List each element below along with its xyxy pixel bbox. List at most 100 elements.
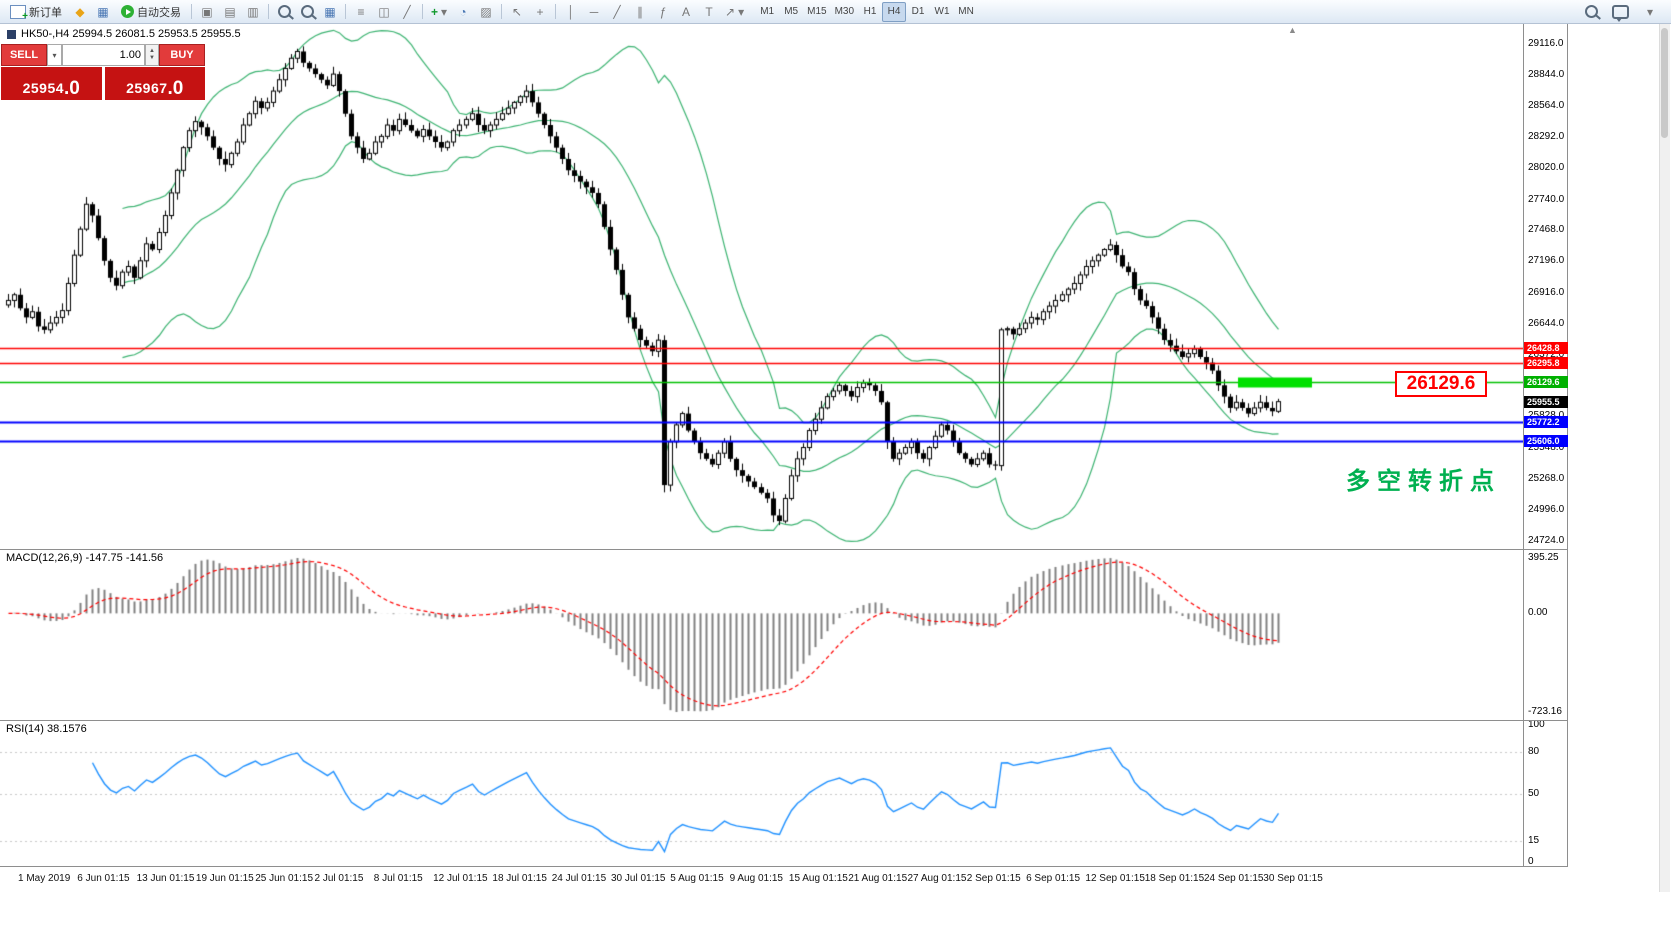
- text-tool-button[interactable]: A: [675, 2, 697, 22]
- price-axis-tick: 28292.0: [1528, 131, 1565, 143]
- indicators-add-icon: +: [431, 4, 439, 19]
- macd-panel-canvas[interactable]: [0, 550, 1523, 720]
- timeframe-d1[interactable]: D1: [906, 2, 930, 22]
- rsi-panel-canvas[interactable]: [0, 721, 1523, 866]
- timeframe-w1[interactable]: W1: [930, 2, 954, 22]
- time-axis[interactable]: 1 May 2019 6 Jun 01:15 13 Jun 01:15 19 Jun …: [0, 866, 1568, 892]
- macd-axis-label: 0.00: [1528, 607, 1548, 619]
- zoom-in-button[interactable]: [273, 2, 295, 22]
- price-callout-label[interactable]: 26129.6: [1395, 371, 1487, 397]
- toolbar-separator: [555, 4, 557, 19]
- buy-button[interactable]: BUY: [159, 44, 205, 66]
- price-axis-tick: 25548.0: [1528, 441, 1565, 453]
- tile-horizontal-icon: ▤: [224, 4, 236, 19]
- fibonacci-button[interactable]: ƒ: [652, 2, 674, 22]
- volume-stepper[interactable]: ▲ ▼: [145, 44, 159, 66]
- periods-button[interactable]: ◔: [452, 2, 474, 22]
- scrollbar-thumb[interactable]: [1661, 28, 1668, 138]
- trendline-button[interactable]: ╱: [606, 2, 628, 22]
- toolbar-separator: [501, 4, 503, 19]
- price-tag: 25772.2: [1524, 416, 1568, 429]
- line-chart-button[interactable]: ╱: [396, 2, 418, 22]
- timeframe-h1[interactable]: H1: [858, 2, 882, 22]
- timeframe-group: M1 M5 M15 M30 H1 H4 D1 W1 MN: [755, 1, 978, 22]
- timeframe-m1[interactable]: M1: [755, 2, 779, 22]
- main-chart-canvas[interactable]: [0, 24, 1523, 549]
- grid-button[interactable]: ▦: [319, 2, 341, 22]
- time-axis-label: 8 Jul 01:15: [373, 873, 423, 884]
- buy-price-pips: .0: [167, 78, 184, 99]
- new-order-icon: [10, 4, 28, 22]
- price-axis-tick: 29116.0: [1528, 38, 1564, 49]
- grid-icon: ▦: [324, 4, 336, 19]
- timeframe-m15[interactable]: M15: [803, 2, 830, 22]
- panel-splitter-macd[interactable]: [0, 549, 1568, 550]
- search-button[interactable]: [1580, 2, 1602, 22]
- price-axis[interactable]: 29116.0 28844.0 28564.0 28292.0 28020.0 27740…: [1523, 24, 1568, 892]
- price-axis-tick: 25268.0: [1528, 473, 1565, 485]
- channel-button[interactable]: ∥: [629, 2, 651, 22]
- arrows-tool-button[interactable]: ↗ ▾: [721, 2, 748, 22]
- cursor-button[interactable]: ↖: [506, 2, 528, 22]
- price-axis-tick: 27740.0: [1528, 193, 1565, 205]
- dropdown-icon: ▾: [441, 4, 448, 19]
- indicators-button[interactable]: + ▾: [427, 2, 451, 22]
- tile-vertical-button[interactable]: ▥: [242, 2, 264, 22]
- metaeditor-button[interactable]: ◆: [69, 2, 91, 22]
- tile-vertical-icon: ▥: [247, 4, 259, 19]
- volume-input[interactable]: [63, 48, 144, 62]
- timeframe-m5[interactable]: M5: [779, 2, 803, 22]
- time-axis-label: 12 Sep 01:15: [1085, 873, 1145, 884]
- chinese-annotation[interactable]: 多空转折点: [1346, 468, 1501, 495]
- chart-symbol-icon: [7, 29, 16, 39]
- templates-button[interactable]: ▨: [475, 2, 497, 22]
- chat-button[interactable]: [1608, 2, 1633, 22]
- candlestick-chart-icon: ◫: [378, 4, 390, 19]
- time-axis-label: 18 Jul 01:15: [492, 873, 547, 884]
- label-tool-button[interactable]: T: [698, 2, 720, 22]
- chart-shift-marker[interactable]: ▲: [1288, 25, 1297, 35]
- panel-splitter-rsi[interactable]: [0, 720, 1568, 721]
- time-axis-label: 18 Sep 01:15: [1144, 873, 1205, 884]
- time-axis-label: 1 May 2019: [18, 873, 71, 884]
- templates-icon: ▨: [480, 4, 492, 19]
- vertical-scrollbar[interactable]: [1659, 24, 1670, 892]
- algo-trading-icon: [121, 5, 134, 18]
- time-axis-label: 15 Aug 01:15: [788, 873, 848, 884]
- sell-price: 25954: [22, 80, 65, 96]
- rsi-label: RSI(14) 38.1576: [6, 723, 87, 735]
- price-axis-tick: 25828.0: [1528, 410, 1564, 421]
- timeframe-m30[interactable]: M30: [831, 2, 858, 22]
- crosshair-button[interactable]: +: [529, 2, 551, 22]
- candlestick-chart-button[interactable]: ◫: [373, 2, 395, 22]
- channel-icon: ∥: [637, 4, 644, 19]
- text-tool-icon: A: [682, 4, 691, 19]
- one-click-trading-panel: SELL ▾ ▲▼ BUY 25954.0 25967.0: [1, 44, 205, 100]
- timeframe-h4[interactable]: H4: [882, 1, 907, 22]
- algo-trading-button[interactable]: 自动交易: [115, 2, 187, 22]
- timeframe-mn[interactable]: MN: [954, 2, 978, 22]
- dropdown-icon: ▾: [1646, 4, 1654, 19]
- sell-button[interactable]: SELL: [1, 44, 47, 66]
- stepper-up-icon: ▲: [149, 48, 155, 54]
- price-axis-tick: 26916.0: [1528, 286, 1565, 298]
- vertical-line-button[interactable]: │: [560, 2, 582, 22]
- order-type-dropdown[interactable]: ▾: [47, 44, 62, 66]
- market-watch-button[interactable]: ▦: [92, 2, 114, 22]
- horizontal-line-button[interactable]: ─: [583, 2, 605, 22]
- time-axis-label: 6 Jun 01:15: [77, 873, 130, 884]
- tile-horizontal-button[interactable]: ▤: [219, 2, 241, 22]
- ohlc-header: HK50-,H4 25994.5 26081.5 25953.5 25955.5: [7, 28, 241, 40]
- tile-cascade-button[interactable]: ▣: [196, 2, 218, 22]
- sell-price-box[interactable]: 25954.0: [1, 67, 102, 100]
- zoom-out-button[interactable]: [296, 2, 318, 22]
- new-order-button[interactable]: 新订单: [4, 2, 68, 22]
- toolbar-overflow-button[interactable]: ▾: [1639, 2, 1661, 22]
- toolbar-separator: [191, 4, 192, 19]
- price-axis-tick: 28844.0: [1528, 68, 1565, 80]
- buy-price-box[interactable]: 25967.0: [104, 67, 205, 100]
- bar-chart-button[interactable]: ≡: [350, 2, 372, 22]
- price-tag: 25955.5: [1524, 395, 1568, 408]
- dropdown-icon: ▾: [738, 4, 745, 19]
- toolbar-separator: [422, 4, 423, 19]
